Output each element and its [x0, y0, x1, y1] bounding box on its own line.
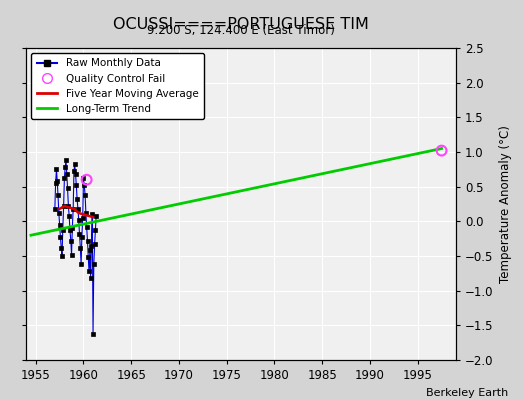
Legend: Raw Monthly Data, Quality Control Fail, Five Year Moving Average, Long-Term Tren: Raw Monthly Data, Quality Control Fail, …	[31, 53, 204, 119]
Point	[82, 176, 91, 183]
Text: Berkeley Earth: Berkeley Earth	[426, 388, 508, 398]
Y-axis label: Temperature Anomaly (°C): Temperature Anomaly (°C)	[499, 125, 512, 283]
Point	[438, 148, 446, 154]
Title: OCUSSI====PORTUGUESE TIM: OCUSSI====PORTUGUESE TIM	[113, 16, 369, 32]
Text: 9.200 S, 124.400 E (East Timor): 9.200 S, 124.400 E (East Timor)	[147, 24, 335, 37]
